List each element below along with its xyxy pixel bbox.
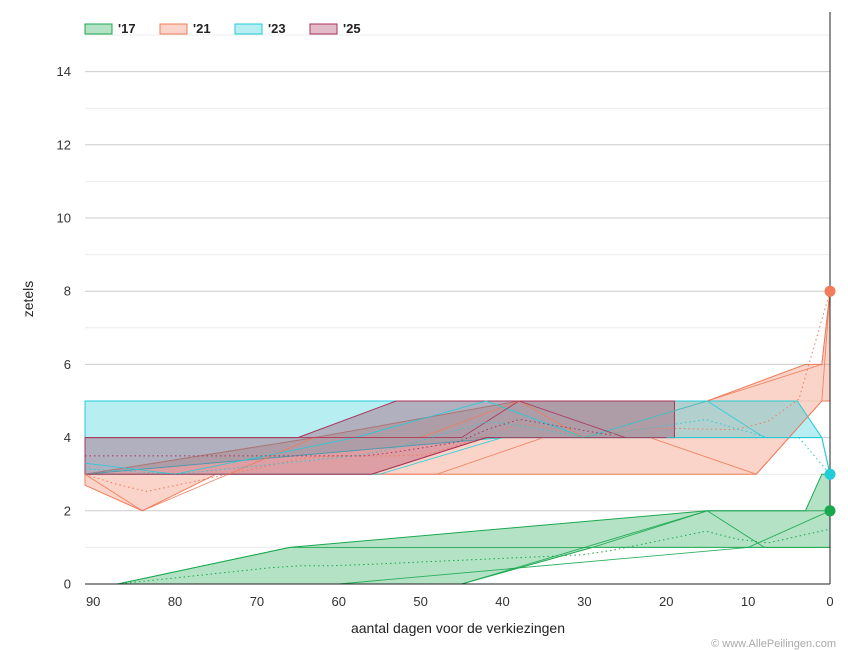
legend-swatch-0 [84, 23, 113, 35]
x-tick-label: 10 [741, 594, 755, 609]
y-tick-label: 10 [57, 211, 71, 226]
y-tick-label: 2 [64, 503, 71, 518]
legend-label-0: '17 [118, 21, 136, 36]
result-point-series-2 [824, 468, 836, 480]
x-tick-label: 0 [826, 594, 833, 609]
y-tick-label: 6 [64, 357, 71, 372]
credit-text: © www.AllePeilingen.com [711, 638, 836, 650]
y-tick-label: 14 [57, 64, 71, 79]
result-point-series-1 [824, 285, 836, 297]
x-tick-label: 80 [168, 594, 182, 609]
x-tick-label: 70 [250, 594, 264, 609]
x-axis-label: aantal dagen voor de verkiezingen [351, 620, 565, 636]
tick-labels: 90 80 70 60 50 40 30 20 10 0 0 2 4 6 8 10 12 14 [57, 64, 834, 609]
trace-series-3-1 [85, 437, 667, 475]
y-tick-label: 12 [57, 137, 71, 152]
x-tick-label: 60 [332, 594, 346, 609]
y-tick-label: 0 [64, 577, 71, 592]
legend-label-3: '25 [343, 21, 361, 36]
legend-swatch-3 [309, 23, 338, 35]
result-point-series-0 [824, 505, 836, 517]
average-series-0 [85, 528, 831, 585]
y-tick-label: 8 [64, 284, 71, 299]
legend-swatch-2 [234, 23, 263, 35]
legend-swatch-1 [159, 23, 188, 35]
result-markers [824, 285, 836, 517]
x-tick-label: 90 [86, 594, 100, 609]
y-tick-label: 4 [64, 430, 71, 445]
x-tick-label: 50 [413, 594, 427, 609]
legend-label-2: '23 [268, 21, 286, 36]
trace-series-3-0 [85, 400, 626, 439]
legend: '17 '21 '23 '25 [84, 21, 361, 36]
x-tick-label: 30 [577, 594, 591, 609]
trace-series-0-0 [85, 510, 830, 585]
y-axis-label: zetels [20, 281, 36, 318]
axes [85, 12, 831, 585]
x-tick-label: 20 [659, 594, 673, 609]
legend-label-1: '21 [193, 21, 211, 36]
x-tick-label: 40 [495, 594, 509, 609]
